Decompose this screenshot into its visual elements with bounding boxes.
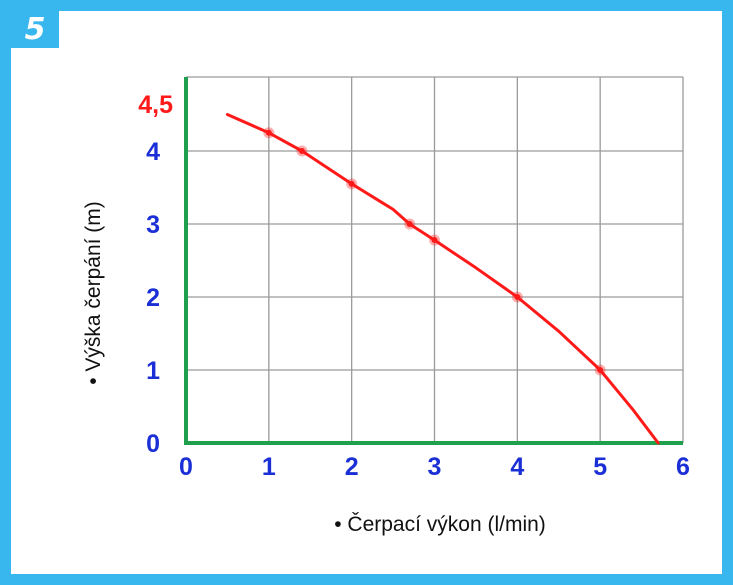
figure-number-badge: 5 xyxy=(11,11,59,48)
chart-series xyxy=(225,113,660,445)
data-point xyxy=(514,294,521,300)
chart-grid xyxy=(186,76,684,443)
data-point xyxy=(298,148,305,154)
x-tick-label: 2 xyxy=(345,453,359,481)
x-tick-label: 1 xyxy=(262,453,276,481)
data-point xyxy=(348,180,355,187)
y-tick-label: 0 xyxy=(146,430,160,458)
data-point xyxy=(597,367,604,373)
y-tick-label: 1 xyxy=(146,357,160,385)
data-point xyxy=(406,221,413,227)
data-point xyxy=(265,129,272,136)
y-axis-label: • Výška čerpání (m) xyxy=(82,201,105,385)
x-axis-label: • Čerpací výkon (l/min) xyxy=(334,513,546,536)
x-tick-label: 3 xyxy=(428,453,442,481)
chart-ticks: 0 1 2 3 4 5 6 0 1 2 3 4 4,5 xyxy=(138,91,690,481)
x-tick-label: 0 xyxy=(179,453,193,481)
x-tick-label: 6 xyxy=(676,453,690,481)
y-tick-label-max: 4,5 xyxy=(138,91,173,119)
y-tick-label: 4 xyxy=(146,138,160,166)
x-tick-label: 5 xyxy=(593,453,607,481)
x-tick-label: 4 xyxy=(510,453,524,481)
chart-axes xyxy=(184,77,683,445)
y-tick-label: 2 xyxy=(146,284,160,312)
data-point xyxy=(431,237,438,244)
y-tick-label: 3 xyxy=(146,211,160,239)
series-line xyxy=(225,113,660,445)
